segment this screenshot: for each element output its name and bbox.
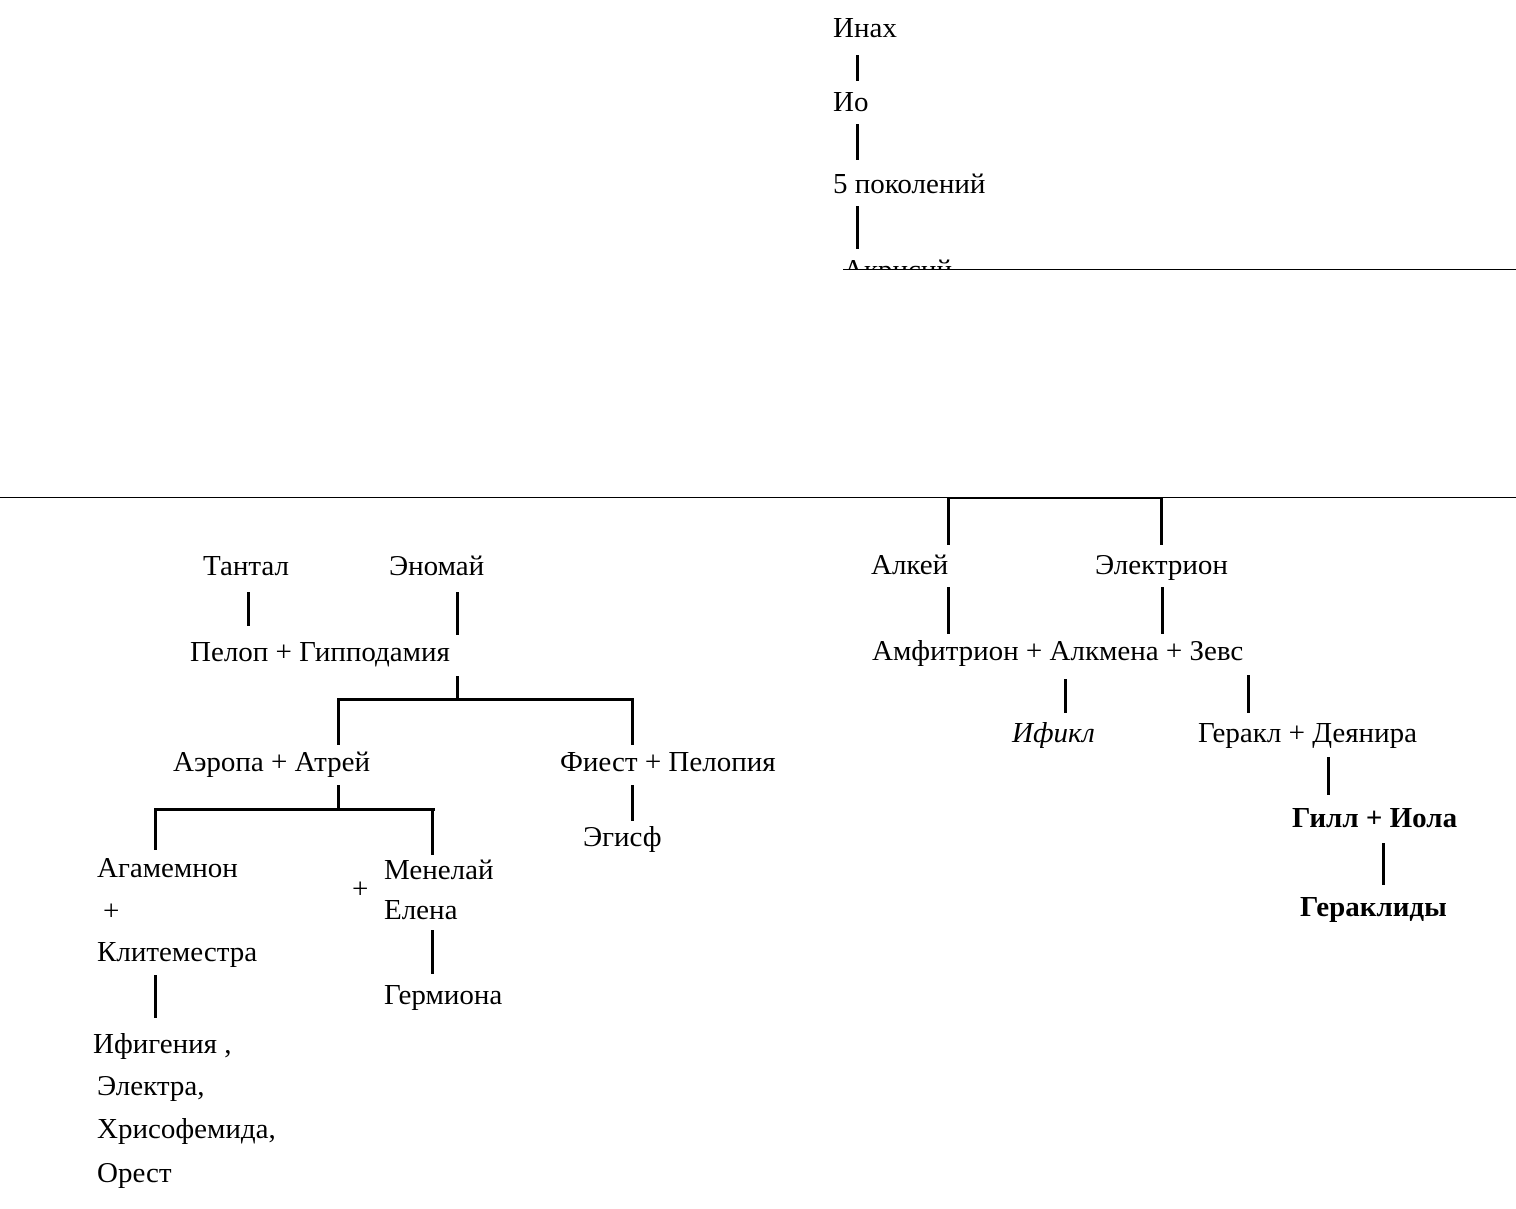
node-pelops-hippodamia: Пелоп + Гипподамия (190, 636, 450, 668)
node-heraclidae: Гераклиды (1300, 891, 1447, 923)
connector-line (1247, 675, 1250, 713)
node-hermione: Гермиона (384, 979, 503, 1011)
node-child: Орест (97, 1157, 172, 1189)
connector-line (631, 698, 634, 745)
connector-line (1327, 757, 1330, 795)
node-hyllus-iole: Гилл + Иола (1292, 802, 1458, 834)
node-alcaeus: Алкей (871, 549, 949, 581)
connector-line (1064, 679, 1067, 713)
connector-line (154, 975, 157, 1018)
node-child: Электра, (97, 1070, 205, 1102)
node-io: Ио (833, 86, 869, 118)
connector-line (337, 785, 340, 810)
connector-line (337, 698, 340, 745)
node-aegisthus: Эгисф (583, 821, 662, 853)
plus-sign: + (352, 873, 369, 905)
node-aerope-atreus: Аэропа + Атрей (173, 746, 371, 778)
connector-line (856, 124, 859, 160)
connector-line (1160, 497, 1163, 545)
node-tantalus: Тантал (203, 550, 290, 582)
node-heracles-deianira: Геракл + Деянира (1198, 717, 1417, 749)
node-child: Хрисофемида, (97, 1113, 276, 1145)
node-helen: Елена (384, 894, 458, 926)
connector-line (247, 592, 250, 626)
cut-line (843, 269, 1516, 270)
connector-line (631, 785, 634, 821)
connector-line (947, 587, 950, 634)
node-clytemnestra: Клитеместра (97, 936, 258, 968)
branch-line (337, 698, 634, 701)
node-iphicles: Ификл (1012, 717, 1095, 749)
connector-line (1161, 587, 1164, 634)
node-menelaus: Менелай (384, 854, 494, 886)
node-thyestes-pelopia: Фиест + Пелопия (560, 746, 776, 778)
node-inachus: Инах (833, 12, 897, 44)
node-agamemnon: Агамемнон (97, 852, 238, 884)
plus-sign: + (103, 895, 120, 927)
branch-line (154, 808, 435, 811)
connector-line (431, 930, 434, 974)
cut-line (0, 497, 1516, 498)
connector-line (456, 676, 459, 700)
node-acrisius: Акрисий (843, 254, 952, 270)
branch-line (947, 497, 1163, 499)
node-oenomaus: Эномай (389, 550, 485, 582)
connector-line (856, 206, 859, 249)
connector-line (154, 808, 157, 850)
connector-line (856, 55, 859, 81)
connector-line (947, 497, 950, 545)
connector-line (1382, 843, 1385, 885)
node-generations: 5 поколений (833, 168, 986, 200)
node-child: Ифигения , (93, 1028, 232, 1060)
node-electryon: Электрион (1095, 549, 1228, 581)
connector-line (431, 808, 434, 855)
connector-line (456, 592, 459, 635)
node-amphitryon-alcmene-zeus: Амфитрион + Алкмена + Зевс (872, 635, 1244, 667)
node-acrisius-clipped: Акрисий (835, 240, 1135, 270)
